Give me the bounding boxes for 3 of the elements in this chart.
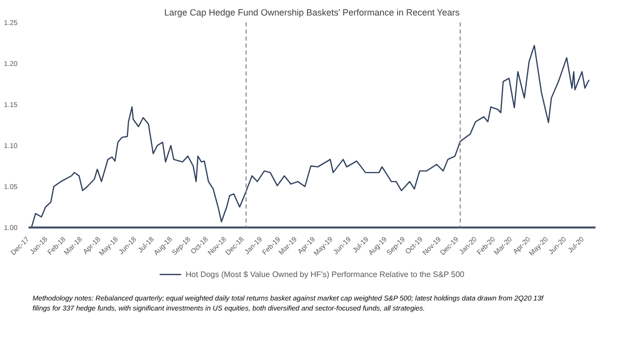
line-series: [30, 44, 590, 228]
chart-title: Large Cap Hedge Fund Ownership Baskets' Performance in Recent Years: [164, 8, 460, 18]
legend-label: Hot Dogs (Most $ Value Owned by HF's) Performance Relative to the S&P 500: [186, 270, 464, 278]
